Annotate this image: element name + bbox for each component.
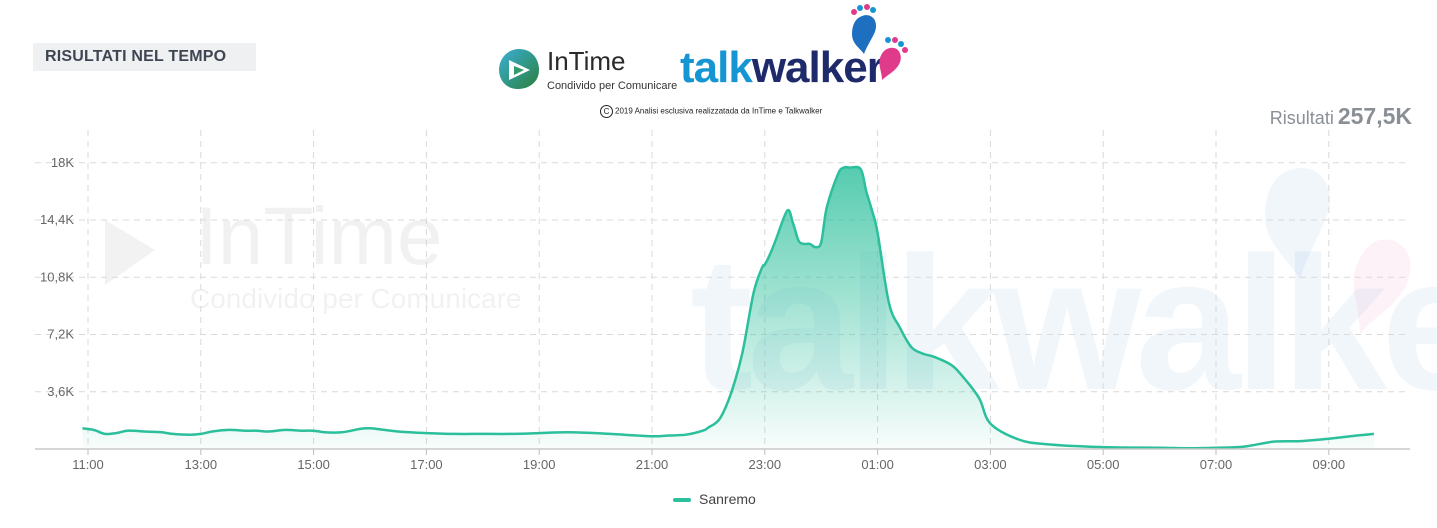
- y-tick-label: 10,8K: [40, 269, 74, 284]
- section-title: RISULTATI NEL TEMPO: [33, 43, 256, 71]
- x-tick-label: 07:00: [1200, 457, 1233, 472]
- y-tick-label: 18K: [51, 155, 74, 170]
- talkwalker-logo: talkwalker: [680, 43, 884, 92]
- intime-name: InTime: [547, 46, 626, 76]
- x-tick-label: 19:00: [523, 457, 556, 472]
- legend-label: Sanremo: [699, 491, 756, 507]
- footprints-icon: [851, 4, 908, 80]
- copyright-icon: C: [600, 105, 613, 118]
- copyright-notice: C 2019 Analisi esclusiva realizzatada da …: [600, 105, 822, 118]
- series-line-sanremo[interactable]: [82, 165, 1375, 450]
- y-tick-label: 3,6K: [47, 384, 74, 399]
- x-tick-label: 05:00: [1087, 457, 1120, 472]
- intime-tagline: Condivido per Comunicare: [547, 80, 678, 92]
- results-label: Risultati: [1269, 108, 1334, 128]
- x-tick-label: 23:00: [749, 457, 782, 472]
- chart-legend[interactable]: Sanremo: [673, 491, 756, 507]
- series-area-sanremo: [82, 166, 1374, 449]
- brand-logos: InTime Condivido per Comunicare talkwalk…: [490, 4, 920, 124]
- x-tick-label: 21:00: [636, 457, 669, 472]
- x-tick-label: 11:00: [72, 457, 104, 472]
- y-tick-label: 7,2K: [47, 327, 74, 342]
- x-tick-label: 17:00: [410, 457, 443, 472]
- y-tick-label: 14,4K: [40, 212, 74, 227]
- x-tick-label: 13:00: [185, 457, 218, 472]
- x-tick-label: 09:00: [1313, 457, 1346, 472]
- x-tick-label: 15:00: [297, 457, 330, 472]
- results-summary: Risultati 257,5K: [1270, 103, 1412, 130]
- x-tick-label: 01:00: [861, 457, 894, 472]
- legend-swatch: [673, 498, 691, 503]
- results-value: 257,5K: [1337, 103, 1412, 129]
- intime-logo-icon: [499, 49, 539, 89]
- x-tick-label: 03:00: [974, 457, 1007, 472]
